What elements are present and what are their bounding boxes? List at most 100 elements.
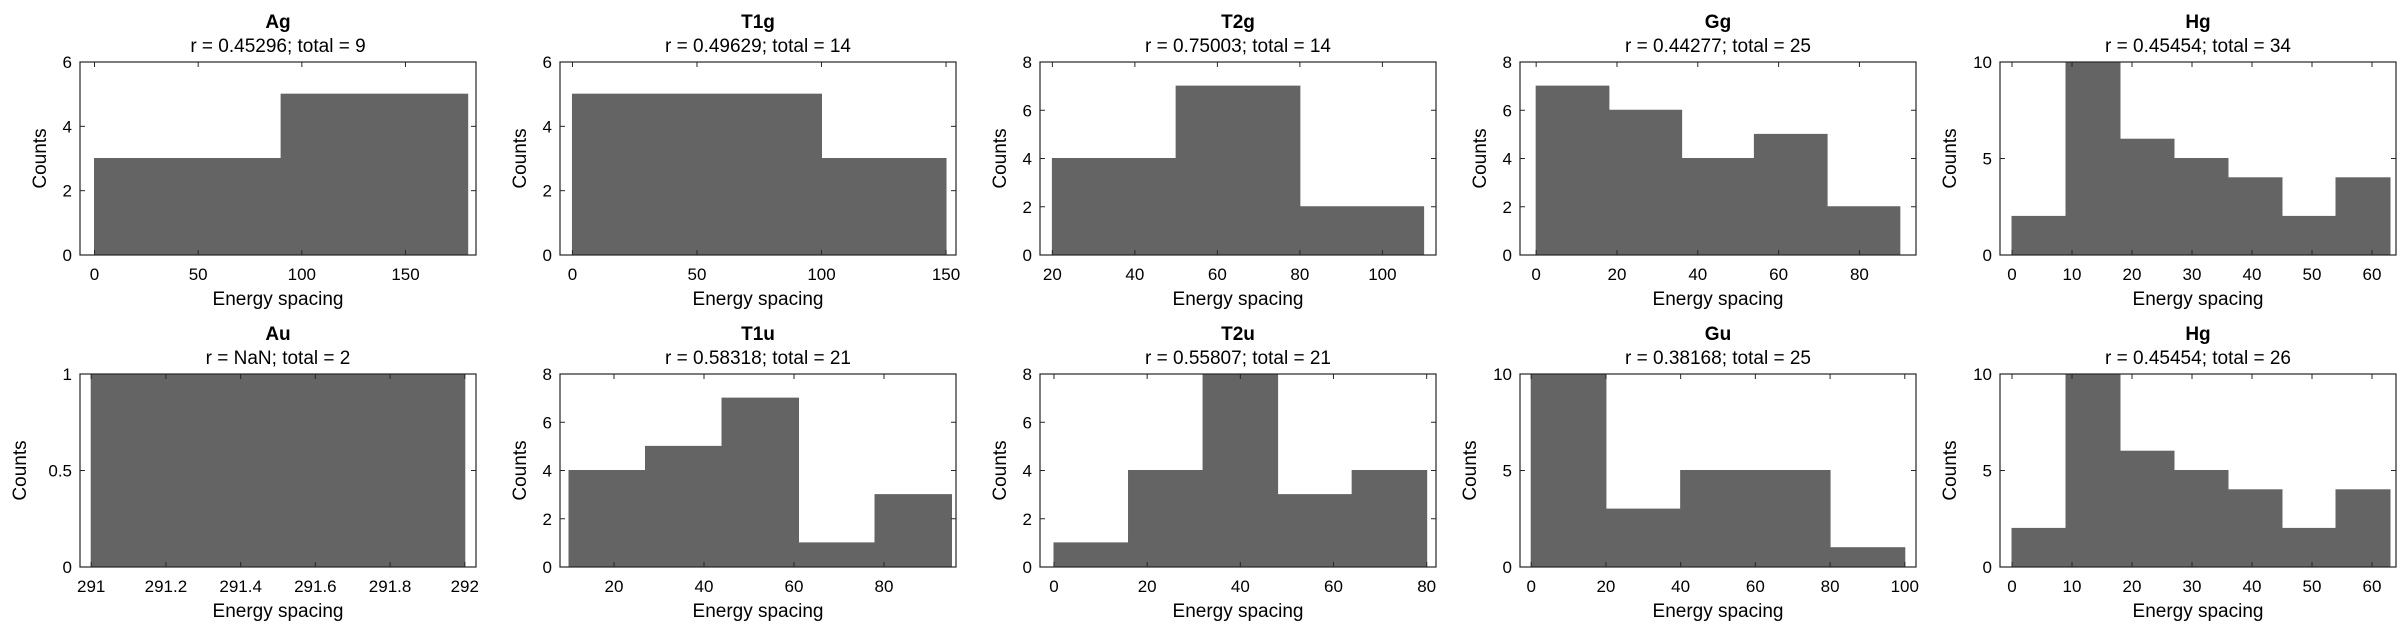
y-tick-label: 0 bbox=[1023, 558, 1032, 577]
y-tick-label: 8 bbox=[1023, 53, 1032, 72]
histogram-bar bbox=[1753, 133, 1828, 256]
x-tick-label: 80 bbox=[1290, 265, 1309, 284]
x-tick-label: 0 bbox=[1526, 577, 1535, 596]
histogram-bar bbox=[645, 445, 723, 568]
y-tick-label: 0 bbox=[1983, 246, 1992, 265]
histogram-bar bbox=[2227, 489, 2283, 568]
x-tick-label: 40 bbox=[1671, 577, 1690, 596]
x-tick-label: 0 bbox=[2007, 265, 2016, 284]
histogram-panel: 0 20 40 60 80 0 2 4 6 8 T2u r = 0.55807; total = 21… bbox=[990, 324, 1437, 622]
panel-subtitle: r = 0.45454; total = 26 bbox=[2105, 348, 2291, 369]
y-tick-label: 2 bbox=[543, 510, 552, 529]
x-tick-label: 80 bbox=[875, 577, 894, 596]
histogram-bar bbox=[1277, 494, 1353, 568]
histogram-bar bbox=[1530, 373, 1607, 568]
histogram-bar bbox=[1351, 470, 1428, 568]
panel-title: Ag bbox=[265, 12, 290, 33]
y-axis-label: Counts bbox=[1940, 128, 1961, 188]
panel-title: Hg bbox=[2185, 324, 2210, 345]
y-tick-label: 2 bbox=[1503, 198, 1512, 217]
x-tick-label: 80 bbox=[1417, 577, 1436, 596]
panel-title: Au bbox=[265, 324, 290, 345]
histogram-bar bbox=[1051, 158, 1177, 256]
panel-subtitle: r = NaN; total = 2 bbox=[206, 348, 351, 369]
histogram-bar bbox=[2335, 489, 2391, 568]
x-tick-label: 60 bbox=[785, 577, 804, 596]
y-axis-label: Counts bbox=[10, 440, 31, 500]
x-tick-label: 30 bbox=[2183, 265, 2202, 284]
x-axis-label: Energy spacing bbox=[213, 289, 344, 310]
panel-title: T2u bbox=[1221, 324, 1255, 345]
histogram-bar bbox=[568, 470, 646, 568]
axes-box bbox=[79, 61, 477, 256]
x-tick-label: 60 bbox=[1208, 265, 1227, 284]
histogram-bar bbox=[1202, 373, 1279, 568]
histogram-bar bbox=[1535, 85, 1610, 256]
x-axis-label: Energy spacing bbox=[1173, 289, 1304, 310]
y-tick-label: 4 bbox=[543, 117, 552, 136]
x-tick-label: 291.6 bbox=[294, 577, 337, 596]
y-axis-label: Counts bbox=[990, 128, 1011, 188]
panel-title: Hg bbox=[2185, 12, 2210, 33]
histogram-bar bbox=[2227, 177, 2283, 256]
x-tick-label: 40 bbox=[695, 577, 714, 596]
x-tick-label: 20 bbox=[2123, 265, 2142, 284]
x-axis-label: Energy spacing bbox=[2133, 601, 2264, 622]
panel-title: T1g bbox=[741, 12, 775, 33]
histogram-bar bbox=[821, 158, 947, 256]
x-tick-label: 10 bbox=[2063, 577, 2082, 596]
histogram-bar bbox=[571, 93, 823, 256]
axes-box bbox=[559, 61, 957, 256]
histogram-panel: 20 40 60 80 100 0 2 4 6 8 T2g r = 0.75003; total = … bbox=[990, 12, 1437, 310]
x-tick-label: 10 bbox=[2063, 265, 2082, 284]
y-tick-label: 6 bbox=[543, 413, 552, 432]
y-tick-label: 4 bbox=[63, 117, 72, 136]
x-tick-label: 60 bbox=[1746, 577, 1765, 596]
y-tick-label: 5 bbox=[1983, 150, 1992, 169]
panel-title: Gu bbox=[1705, 324, 1731, 345]
x-tick-label: 20 bbox=[605, 577, 624, 596]
histogram-bar bbox=[94, 158, 282, 256]
histogram-bar bbox=[2119, 138, 2175, 256]
x-tick-label: 0 bbox=[2007, 577, 2016, 596]
x-tick-label: 100 bbox=[288, 265, 316, 284]
y-axis-label: Counts bbox=[1460, 440, 1481, 500]
panel-subtitle: r = 0.58318; total = 21 bbox=[665, 348, 851, 369]
histogram-panel: 0 50 100 150 0 2 4 6 Ag r = 0.45296; total = 9 Ene… bbox=[30, 12, 477, 310]
y-tick-label: 0 bbox=[1023, 246, 1032, 265]
histogram-panel: 0 20 40 60 80 100 0 5 10 Gu r = 0.38168; total = 2… bbox=[1460, 324, 1919, 622]
x-tick-label: 0 bbox=[1531, 265, 1540, 284]
x-tick-label: 40 bbox=[1688, 265, 1707, 284]
y-tick-label: 6 bbox=[1023, 413, 1032, 432]
histogram-bar bbox=[2011, 215, 2067, 256]
x-tick-label: 80 bbox=[1821, 577, 1840, 596]
x-tick-label: 150 bbox=[391, 265, 419, 284]
y-axis-label: Counts bbox=[990, 440, 1011, 500]
histogram-bar bbox=[1299, 206, 1425, 256]
panel-title: T1u bbox=[741, 324, 775, 345]
x-tick-label: 50 bbox=[688, 265, 707, 284]
x-tick-label: 60 bbox=[2363, 265, 2382, 284]
histogram-bar bbox=[721, 397, 799, 568]
y-tick-label: 4 bbox=[1503, 150, 1512, 169]
y-tick-label: 0 bbox=[1983, 558, 1992, 577]
histogram-bar bbox=[90, 373, 466, 568]
x-tick-label: 60 bbox=[1324, 577, 1343, 596]
x-tick-label: 291.2 bbox=[145, 577, 188, 596]
histogram-panel: 0 50 100 150 0 2 4 6 T1g r = 0.49629; total = 14 E… bbox=[510, 12, 960, 310]
panel-subtitle: r = 0.75003; total = 14 bbox=[1145, 36, 1331, 57]
histogram-bar bbox=[2011, 527, 2067, 568]
histogram-bar bbox=[2281, 215, 2337, 256]
y-axis-label: Counts bbox=[30, 128, 51, 188]
histogram-panel: 0 20 40 60 80 0 2 4 6 8 Gg r = 0.44277; total = 25 E… bbox=[1470, 12, 1917, 310]
histogram-panel: 0 10 20 30 40 50 60 0 5 10 Hg r = 0.45454; total = … bbox=[1940, 12, 2397, 310]
panel-title: T2g bbox=[1221, 12, 1255, 33]
x-tick-label: 100 bbox=[807, 265, 835, 284]
y-axis-label: Counts bbox=[1470, 128, 1491, 188]
y-tick-label: 1 bbox=[63, 365, 72, 384]
histogram-bar bbox=[2281, 527, 2337, 568]
histogram-bar bbox=[798, 542, 876, 568]
histogram-bar bbox=[1053, 542, 1130, 568]
x-tick-label: 20 bbox=[1608, 265, 1627, 284]
y-tick-label: 5 bbox=[1983, 462, 1992, 481]
